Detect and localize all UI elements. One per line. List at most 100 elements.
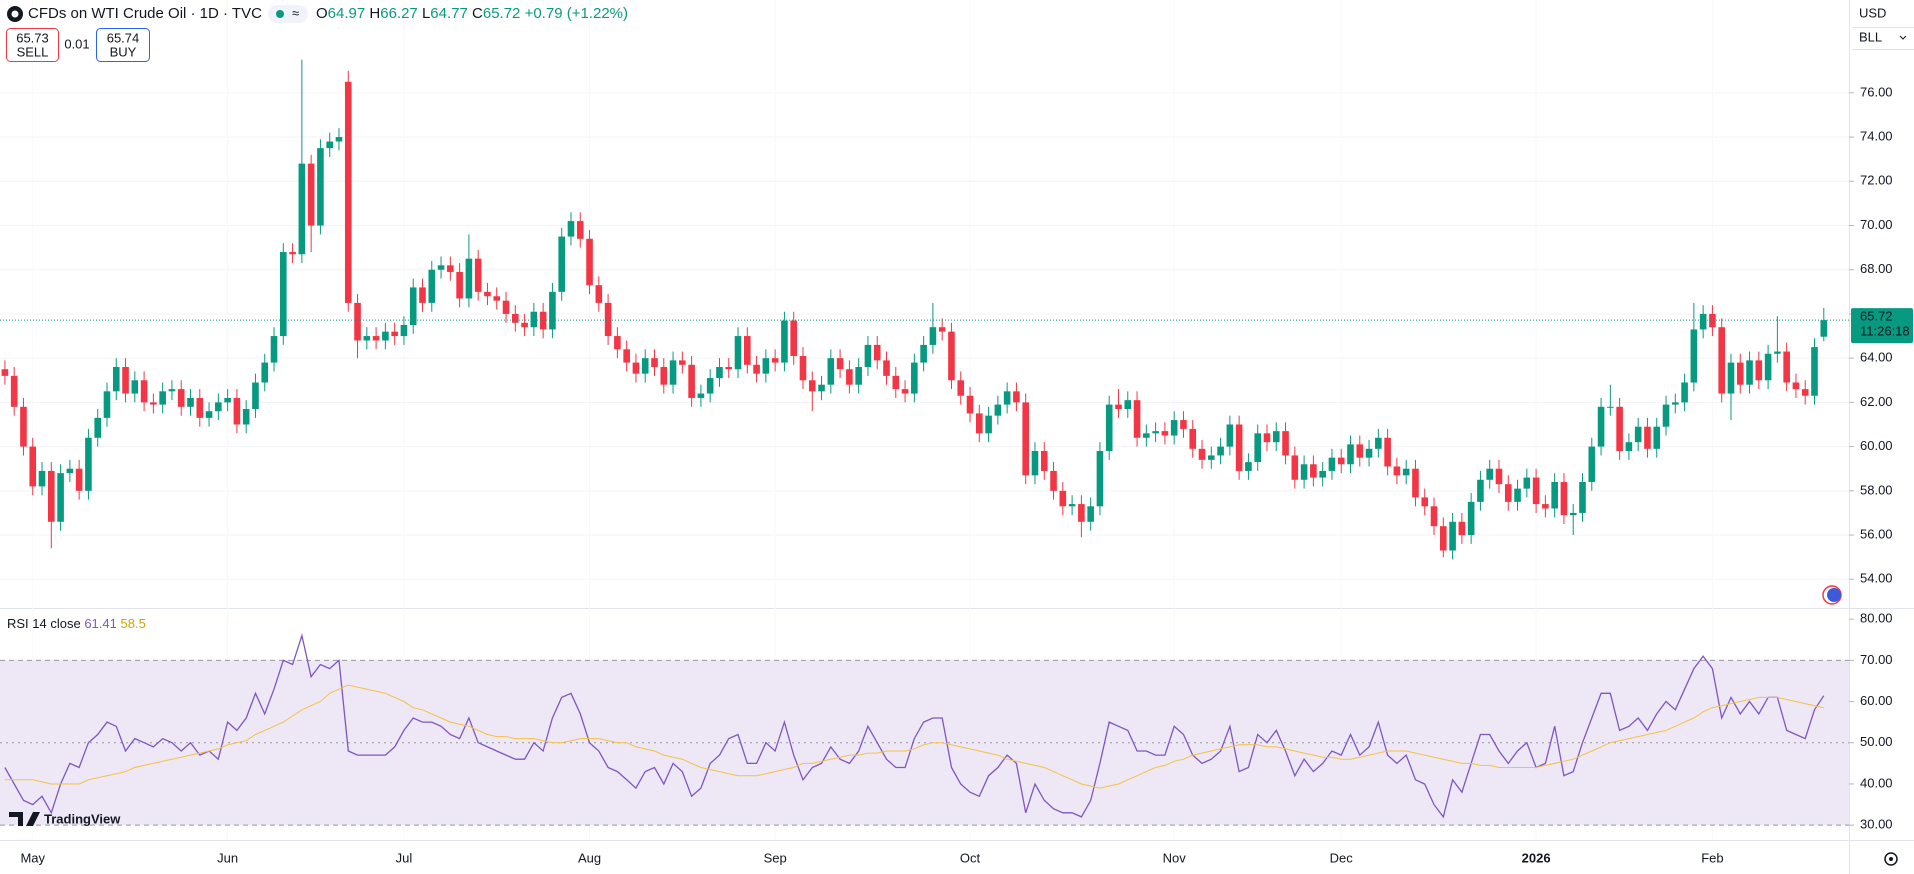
y-tick-label: 70.00: [1860, 217, 1893, 232]
candle-body: [335, 137, 343, 142]
candle-body: [688, 364, 695, 398]
spread: 0.01: [64, 36, 89, 51]
buy-button[interactable]: [96, 28, 150, 62]
candle-body: [827, 358, 835, 385]
candle-body: [762, 358, 770, 374]
ohlc-values: O64.97 H66.27 L64.77 C65.72 +0.79 (+1.22…: [316, 5, 628, 22]
candle-body: [1050, 470, 1057, 491]
candle-body: [1792, 382, 1800, 390]
candle-body: [1421, 497, 1429, 507]
candle-body: [1068, 504, 1076, 507]
currency[interactable]: USD: [1859, 5, 1886, 20]
candle-body: [1653, 426, 1661, 449]
y-tick-label: 62.00: [1860, 394, 1893, 409]
candle-body: [1328, 457, 1336, 471]
low-value: 64.77: [430, 5, 468, 22]
candle-body: [1532, 477, 1540, 505]
y-tick-label: 76.00: [1860, 84, 1893, 99]
unit-dropdown[interactable]: [1899, 35, 1907, 40]
candle-body: [252, 382, 259, 410]
candle-body: [549, 291, 556, 330]
open-label: O: [316, 5, 328, 22]
candle-body: [1569, 512, 1577, 516]
candle-body: [1560, 481, 1568, 516]
candle-body: [521, 322, 528, 328]
candle-body: [771, 358, 779, 363]
candle-body: [280, 252, 287, 337]
candle-body: [94, 417, 101, 438]
x-tick-label: Feb: [1701, 850, 1723, 865]
y-tick-label: 80.00: [1860, 611, 1893, 626]
candle-body: [1625, 442, 1633, 452]
y-tick-label: 70.00: [1860, 652, 1893, 667]
candle-body: [233, 397, 241, 425]
candle-body: [679, 360, 686, 365]
candle-body: [716, 367, 723, 379]
candle-body: [261, 362, 269, 383]
candle-body: [307, 163, 315, 226]
candle-body: [1458, 521, 1466, 536]
candle-body: [651, 358, 658, 368]
candle-body: [20, 406, 27, 447]
candle-body: [224, 397, 231, 403]
close-label: C: [472, 5, 483, 22]
candle-body: [1597, 406, 1605, 447]
candle-body: [1495, 468, 1503, 485]
candle-body: [641, 358, 649, 374]
candle-body: [1319, 470, 1326, 478]
status-pill[interactable]: [268, 5, 308, 23]
candle-body: [1096, 451, 1104, 507]
candle-body: [706, 378, 714, 394]
candle-body: [1755, 360, 1763, 381]
y-tick-label: 30.00: [1860, 817, 1893, 832]
candle-body: [344, 81, 352, 303]
candle-body: [1022, 402, 1029, 476]
candle-body: [456, 271, 463, 299]
candle-body: [614, 336, 621, 350]
candle-body: [1783, 351, 1790, 383]
candle-body: [1031, 451, 1039, 476]
sell-button[interactable]: [6, 28, 59, 62]
delay-icon: ≈: [292, 5, 299, 20]
candle-body: [576, 221, 584, 239]
rsi-pane: 30.00 40.00 50.00 60.00 70.00 80.00: [0, 611, 1893, 832]
candle-body: [1189, 428, 1197, 449]
y-tick-label: 56.00: [1860, 526, 1893, 541]
flag-icon-inner: [1827, 588, 1841, 602]
low-label: L: [422, 5, 430, 22]
countdown: 11:26:18: [1860, 324, 1910, 339]
candle-body: [873, 344, 881, 361]
candle-body: [131, 380, 139, 394]
candle-body: [1440, 526, 1447, 551]
candle-body: [1226, 424, 1234, 447]
candle-body: [298, 163, 306, 255]
candle-body: [604, 302, 612, 337]
y-tick-label: 50.00: [1860, 734, 1893, 749]
candle-body: [447, 265, 454, 272]
last-price-tag: [1851, 308, 1913, 344]
rsi-ma-value: 58.5: [121, 616, 146, 631]
candle-body: [1699, 313, 1707, 330]
candle-body: [818, 384, 825, 392]
candle-body: [1746, 360, 1753, 385]
candle-body: [669, 360, 677, 385]
candle-body: [1040, 451, 1048, 471]
unit[interactable]: BLL: [1859, 29, 1882, 44]
candle-body: [1644, 426, 1651, 449]
candle-body: [317, 148, 324, 226]
candle-body: [623, 349, 630, 363]
candle-body: [1310, 464, 1317, 478]
candle-body: [177, 389, 185, 407]
candle-body: [1300, 464, 1308, 480]
candle-body: [1245, 462, 1252, 471]
candle-body: [1263, 433, 1271, 443]
candle-body: [354, 302, 361, 341]
settings-icon[interactable]: [1884, 852, 1898, 866]
symbol-title[interactable]: CFDs on WTI Crude Oil · 1D · TVC: [28, 5, 262, 22]
candle-body: [1161, 431, 1169, 436]
candle-body: [938, 327, 946, 332]
candle-body: [1681, 382, 1688, 403]
candle-body: [437, 265, 445, 270]
